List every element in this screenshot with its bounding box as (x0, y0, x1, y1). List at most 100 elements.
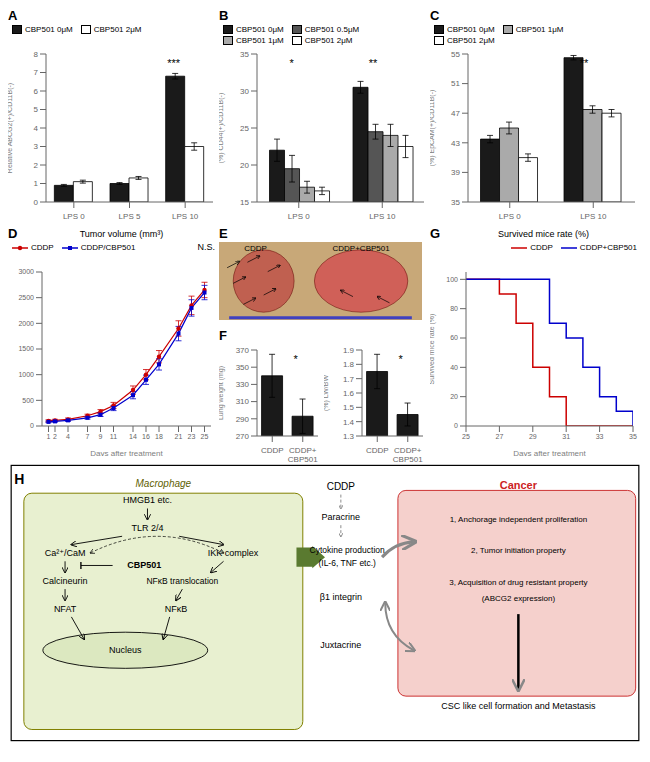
svg-text:80: 80 (450, 305, 458, 312)
svg-text:*: * (398, 353, 403, 365)
svg-text:(IL-6, TNF etc.): (IL-6, TNF etc.) (318, 558, 376, 568)
svg-text:CDDP+CBP501: CDDP+CBP501 (288, 446, 318, 462)
svg-text:1: 1 (47, 433, 51, 440)
svg-text:NFκB translocation: NFκB translocation (146, 576, 218, 586)
svg-text:20: 20 (450, 393, 458, 400)
svg-text:LPS 0: LPS 0 (63, 212, 85, 220)
svg-text:Juxtacrine: Juxtacrine (320, 640, 361, 650)
svg-text:*: * (289, 57, 294, 69)
svg-text:1.4: 1.4 (343, 418, 355, 427)
svg-text:CDDP: CDDP (366, 446, 389, 455)
svg-text:35: 35 (629, 433, 637, 440)
svg-text:39: 39 (451, 168, 460, 177)
svg-text:CBP501: CBP501 (127, 560, 161, 570)
svg-text:CDDP: CDDP (244, 244, 267, 253)
svg-text:LPS 0: LPS 0 (499, 212, 521, 220)
svg-text:CSC like cell formation and Me: CSC like cell formation and Metastasis (441, 701, 596, 711)
svg-text:310: 310 (236, 397, 250, 406)
svg-text:Cancer: Cancer (500, 479, 538, 491)
svg-text:500: 500 (22, 397, 34, 404)
svg-text:1.3: 1.3 (343, 432, 355, 441)
svg-text:16: 16 (142, 433, 150, 440)
svg-text:***: *** (167, 57, 181, 69)
svg-text:350: 350 (236, 363, 250, 372)
svg-text:290: 290 (236, 415, 250, 424)
svg-text:0: 0 (34, 198, 39, 207)
svg-text:Nucleus: Nucleus (109, 645, 142, 655)
svg-text:370: 370 (236, 346, 250, 355)
svg-text:4: 4 (34, 124, 39, 133)
svg-text:LPS 10: LPS 10 (172, 212, 199, 220)
svg-text:CDDP+CBP501: CDDP+CBP501 (333, 244, 391, 253)
svg-text:CDDP: CDDP (261, 446, 284, 455)
svg-text:H: H (14, 471, 24, 487)
svg-text:2: 2 (34, 161, 39, 170)
svg-text:8: 8 (34, 50, 39, 59)
svg-text:3, Acquisition of drug resista: 3, Acquisition of drug resistant propert… (449, 578, 587, 587)
svg-text:30: 30 (240, 87, 249, 96)
svg-text:Calcineurin: Calcineurin (43, 576, 88, 586)
svg-text:7: 7 (86, 433, 90, 440)
svg-text:6: 6 (34, 87, 39, 96)
svg-text:HMGB1 etc.: HMGB1 etc. (123, 495, 172, 505)
svg-text:0: 0 (454, 422, 458, 429)
svg-text:47: 47 (451, 109, 460, 118)
svg-text:18: 18 (155, 433, 163, 440)
svg-text:2: 2 (53, 433, 57, 440)
svg-text:29: 29 (529, 433, 537, 440)
svg-text:1.7: 1.7 (343, 375, 355, 384)
svg-text:25: 25 (201, 433, 209, 440)
svg-text:14: 14 (129, 433, 137, 440)
svg-text:5: 5 (34, 105, 39, 114)
svg-text:4: 4 (66, 433, 70, 440)
svg-text:1, Anchorage independent proli: 1, Anchorage independent proliferation (450, 515, 587, 524)
svg-text:1.9: 1.9 (343, 346, 355, 355)
svg-text:7: 7 (34, 68, 39, 77)
svg-text:3: 3 (34, 142, 39, 151)
svg-text:CDDP: CDDP (327, 481, 356, 492)
svg-text:2500: 2500 (18, 294, 34, 301)
svg-text:33: 33 (596, 433, 604, 440)
svg-text:270: 270 (236, 432, 250, 441)
svg-text:Lung weight (mg): Lung weight (mg) (219, 366, 225, 420)
svg-text:23: 23 (188, 433, 196, 440)
svg-text:100: 100 (446, 276, 458, 283)
svg-text:(%) EpCAM(+)/CD11B(-): (%) EpCAM(+)/CD11B(-) (430, 90, 436, 167)
svg-text:25: 25 (462, 433, 470, 440)
svg-text:27: 27 (496, 433, 504, 440)
svg-text:51: 51 (451, 79, 460, 88)
svg-text:LPS 5: LPS 5 (119, 212, 141, 220)
svg-text:LPS 10: LPS 10 (580, 212, 607, 220)
svg-text:330: 330 (236, 380, 250, 389)
svg-text:31: 31 (562, 433, 570, 440)
svg-text:β1 integrin: β1 integrin (320, 592, 362, 602)
svg-text:Cytokine production: Cytokine production (310, 545, 385, 555)
svg-text:21: 21 (175, 433, 183, 440)
svg-text:LPS 0: LPS 0 (288, 212, 310, 220)
svg-text:35: 35 (451, 198, 460, 207)
svg-text:25: 25 (240, 124, 249, 133)
svg-text:LPS 10: LPS 10 (369, 212, 396, 220)
svg-text:35: 35 (240, 50, 249, 59)
svg-text:20: 20 (240, 161, 249, 170)
svg-text:Days after treatment: Days after treatment (513, 449, 586, 456)
svg-text:55: 55 (451, 50, 460, 59)
svg-text:Survived mice rate (%): Survived mice rate (%) (430, 314, 436, 385)
svg-text:1000: 1000 (18, 371, 34, 378)
svg-text:NFAT: NFAT (54, 604, 77, 614)
svg-text:TLR 2/4: TLR 2/4 (131, 523, 163, 533)
svg-text:11: 11 (110, 433, 117, 440)
svg-text:40: 40 (450, 364, 458, 371)
svg-text:1500: 1500 (18, 345, 34, 352)
svg-text:Macrophage: Macrophage (136, 478, 192, 489)
svg-text:Relative ABCG2(+)/CD11B(-): Relative ABCG2(+)/CD11B(-) (8, 83, 14, 173)
svg-text:Days after treatment: Days after treatment (90, 449, 163, 456)
svg-text:1: 1 (34, 179, 39, 188)
svg-text:60: 60 (450, 334, 458, 341)
svg-text:(%) LW/BW: (%) LW/BW (324, 375, 330, 411)
svg-text:9: 9 (99, 433, 103, 440)
svg-text:3000: 3000 (18, 268, 34, 275)
svg-text:**: ** (580, 57, 589, 69)
svg-text:Paracrine: Paracrine (322, 512, 361, 522)
svg-text:15: 15 (240, 198, 249, 207)
